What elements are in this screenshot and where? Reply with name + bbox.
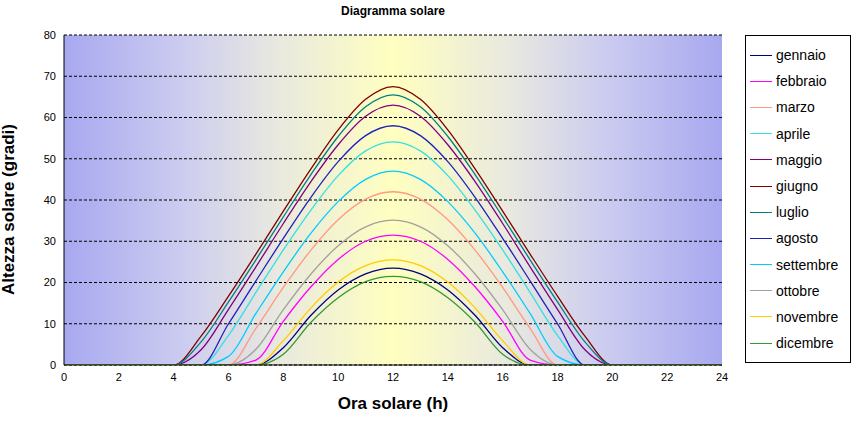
svg-text:60: 60 [44, 111, 56, 123]
svg-text:Altezza solare (gradi): Altezza solare (gradi) [8, 124, 18, 295]
html-text:giugno: giugno [776, 178, 818, 194]
html-text:Diagramma solare: Diagramma solare [341, 4, 445, 18]
svg-text:20: 20 [44, 276, 56, 288]
svg-text:18: 18 [551, 371, 563, 383]
html-text:gennaio: gennaio [776, 47, 826, 64]
html-text:febbraio: febbraio [776, 73, 827, 90]
svg-text:10: 10 [332, 371, 344, 383]
svg-text:0: 0 [50, 359, 56, 371]
html-text:dicembre: dicembre [776, 335, 834, 352]
svg-text:12: 12 [387, 371, 399, 383]
html-text:settembre: settembre [776, 256, 839, 273]
svg-text:2: 2 [116, 371, 122, 383]
html-text:ottobre: ottobre [776, 282, 820, 299]
svg-text:70: 70 [44, 70, 56, 82]
html-text:marzo: marzo [776, 99, 815, 116]
html-text:maggio: maggio [776, 151, 822, 168]
html-text:novembre: novembre [776, 309, 839, 325]
html-text:agosto: agosto [776, 230, 818, 247]
svg-text:30: 30 [44, 235, 56, 247]
svg-text:10: 10 [44, 318, 56, 330]
html-text:aprile: aprile [776, 125, 811, 142]
svg-text:16: 16 [497, 371, 509, 383]
svg-text:20: 20 [606, 371, 618, 383]
svg-text:8: 8 [280, 371, 286, 383]
svg-text:6: 6 [225, 371, 231, 383]
svg-text:22: 22 [661, 371, 673, 383]
svg-text:50: 50 [44, 153, 56, 165]
svg-text:80: 80 [44, 29, 56, 41]
svg-text:40: 40 [44, 194, 56, 206]
svg-text:Ora solare (h): Ora solare (h) [338, 394, 449, 413]
svg-text:14: 14 [442, 371, 454, 383]
svg-text:24: 24 [716, 371, 728, 383]
svg-text:0: 0 [61, 371, 67, 383]
svg-text:4: 4 [171, 371, 177, 383]
html-text:luglio: luglio [776, 204, 809, 221]
